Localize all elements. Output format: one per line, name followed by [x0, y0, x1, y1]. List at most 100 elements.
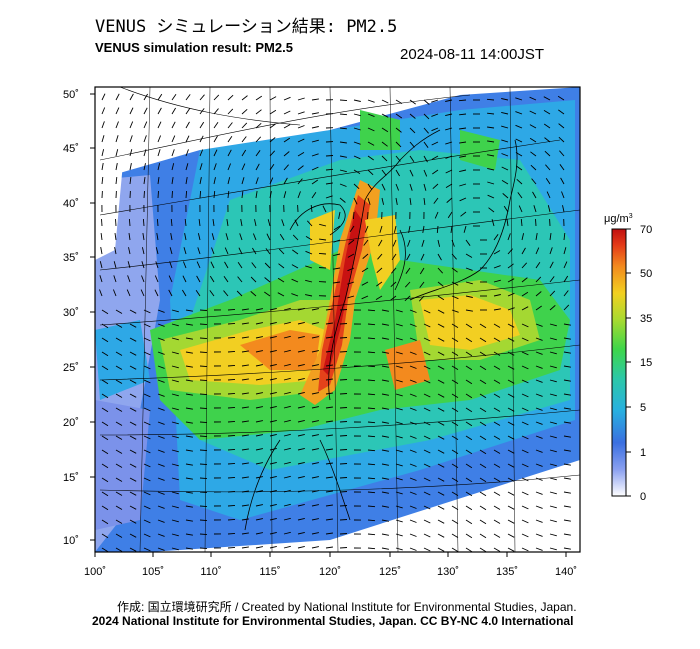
- wind-arrow: [487, 154, 495, 157]
- wind-arrow: [226, 219, 229, 227]
- wind-arrow: [381, 337, 389, 340]
- wind-arrow: [129, 519, 137, 524]
- wind-arrow: [367, 351, 376, 354]
- wind-arrow: [297, 517, 305, 521]
- wind-arrow: [127, 261, 131, 269]
- wind-arrow: [488, 207, 495, 213]
- wind-arrow: [269, 123, 276, 129]
- wind-arrow: [241, 364, 249, 367]
- wind-arrow: [367, 449, 376, 452]
- wind-arrow: [432, 183, 439, 190]
- wind-arrow: [423, 491, 431, 496]
- wind-arrow: [347, 267, 355, 272]
- wind-arrow: [339, 477, 348, 479]
- wind-arrow: [255, 191, 258, 199]
- wind-arrow: [141, 261, 145, 269]
- wind-arrow: [549, 323, 557, 327]
- wind-arrow: [479, 435, 487, 441]
- wind-arrow: [407, 239, 411, 247]
- wind-arrow: [409, 449, 417, 453]
- wind-arrow: [563, 519, 571, 522]
- wind-arrow: [395, 519, 403, 523]
- wind-arrow: [183, 247, 187, 255]
- wind-arrow: [255, 364, 263, 367]
- wind-arrow: [544, 137, 551, 143]
- wind-arrow: [318, 267, 327, 269]
- wind-arrow: [459, 155, 467, 158]
- wind-arrow: [227, 420, 236, 423]
- wind-arrow: [507, 449, 515, 454]
- wind-arrow: [381, 169, 387, 176]
- wind-arrow: [558, 136, 565, 143]
- wind-arrow: [515, 138, 523, 143]
- wind-arrow: [535, 351, 543, 355]
- wind-arrow: [549, 351, 557, 355]
- wind-arrow: [367, 169, 374, 176]
- wind-arrow: [381, 155, 388, 162]
- wind-arrow: [363, 239, 369, 246]
- wind-arrow: [465, 267, 473, 271]
- wind-arrow: [185, 505, 193, 508]
- wind-arrow: [419, 267, 425, 275]
- wind-arrow: [437, 477, 445, 482]
- wind-arrow: [507, 263, 514, 269]
- wind-arrow: [376, 281, 383, 287]
- wind-arrow: [445, 99, 453, 102]
- wind-arrow: [283, 503, 291, 507]
- wind-arrow: [227, 546, 236, 549]
- wind-arrow: [325, 434, 333, 437]
- wind-arrow: [409, 323, 417, 327]
- timestamp: 2024-08-11 14:00JST: [400, 46, 544, 63]
- wind-arrow: [129, 163, 132, 171]
- wind-arrow: [269, 377, 277, 381]
- wind-arrow: [507, 292, 515, 297]
- wind-arrow: [353, 99, 361, 102]
- lat-label: 40˚: [63, 198, 79, 210]
- wind-arrow: [241, 490, 249, 493]
- wind-arrow: [291, 278, 299, 283]
- wind-arrow: [297, 377, 305, 381]
- wind-arrow: [171, 177, 174, 185]
- wind-arrow: [465, 463, 473, 469]
- wind-arrow: [199, 94, 205, 101]
- wind-arrow: [269, 405, 277, 409]
- wind-arrow: [143, 533, 151, 538]
- wind-arrow: [367, 379, 376, 382]
- wind-arrow: [507, 393, 515, 398]
- wind-arrow: [339, 169, 347, 173]
- wind-arrow: [213, 108, 219, 115]
- wind-arrow: [171, 449, 179, 453]
- wind-arrow: [325, 406, 333, 409]
- colorbar-tick: 35: [640, 313, 652, 325]
- wind-arrow: [451, 281, 459, 286]
- wind-arrow: [99, 261, 103, 269]
- wind-arrow: [521, 323, 529, 328]
- wind-arrow: [277, 292, 285, 297]
- wind-arrow: [311, 546, 319, 549]
- wind-arrow: [437, 435, 445, 440]
- wind-arrow: [171, 407, 179, 411]
- wind-arrow: [367, 141, 375, 146]
- wind-arrow: [517, 192, 523, 199]
- wind-arrow: [143, 107, 148, 115]
- wind-arrow: [129, 533, 137, 538]
- wind-arrow: [157, 477, 165, 481]
- wind-arrow: [367, 477, 376, 480]
- wind-arrow: [325, 518, 333, 521]
- wind-arrow: [184, 233, 187, 241]
- wind-arrow: [395, 309, 403, 313]
- wind-arrow: [339, 519, 348, 521]
- wind-arrow: [143, 393, 151, 398]
- wind-arrow: [451, 491, 459, 496]
- wind-arrow: [339, 421, 348, 423]
- wind-arrow: [278, 263, 285, 269]
- wind-arrow: [199, 449, 208, 452]
- wind-arrow: [100, 247, 103, 255]
- wind-arrow: [339, 449, 348, 451]
- wind-arrow: [115, 121, 119, 129]
- lon-label: 125˚: [379, 566, 401, 578]
- wind-arrow: [465, 337, 473, 343]
- wind-arrow: [515, 111, 523, 115]
- wind-arrow: [241, 434, 249, 437]
- wind-arrow: [269, 321, 277, 325]
